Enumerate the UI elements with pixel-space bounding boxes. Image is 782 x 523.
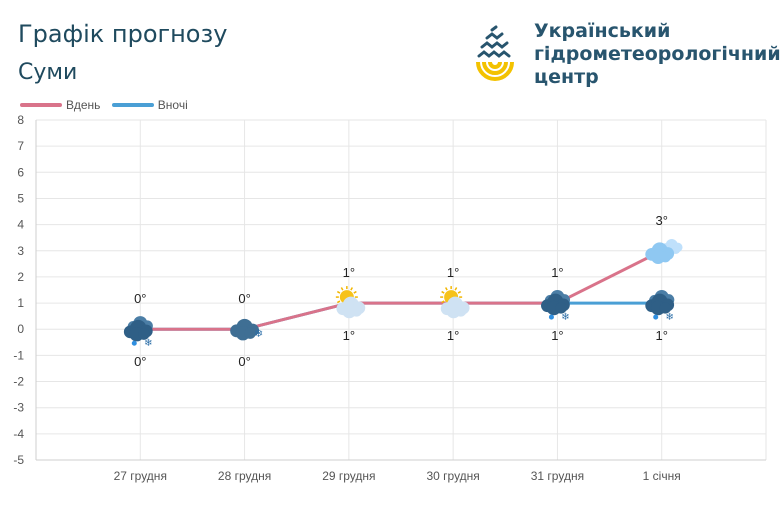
page-title: Графік прогнозу xyxy=(18,20,228,48)
org-line-2: гідрометеорологічний xyxy=(534,43,781,65)
cloudy-icon xyxy=(645,238,683,264)
y-tick-label: 0 xyxy=(17,322,24,336)
rain-drop xyxy=(131,340,137,346)
sun-ray xyxy=(350,287,354,291)
rain-drop xyxy=(653,314,659,320)
org-line-3: центр xyxy=(534,66,599,88)
sun-ray xyxy=(441,300,445,304)
sun-ray xyxy=(336,290,341,294)
cloud-puff xyxy=(350,305,363,317)
night-value-label: 0° xyxy=(238,354,250,369)
legend-item-night[interactable]: Вночі xyxy=(111,98,188,112)
night-value-label: 1° xyxy=(655,328,667,343)
snowflake-glyph: ❄ xyxy=(561,312,569,323)
sun-ray xyxy=(353,290,357,294)
x-tick-label: 29 грудня xyxy=(322,469,375,483)
x-tick-label: 1 січня xyxy=(643,469,681,483)
snowflake-glyph: ❄ xyxy=(666,312,674,323)
cloud-puff xyxy=(138,328,150,340)
y-tick-label: 6 xyxy=(17,165,24,179)
sun-cloud-icon xyxy=(440,286,470,319)
cloud-snow-rain-icon: ❄ xyxy=(645,289,675,323)
cloud-puff xyxy=(659,302,671,314)
legend-swatch-night xyxy=(111,103,154,107)
day-value-label: 0° xyxy=(134,291,146,306)
sun-cloud-icon xyxy=(335,286,366,319)
x-tick-label: 30 грудня xyxy=(426,469,479,483)
sun-ray xyxy=(454,287,458,291)
legend-swatch-day xyxy=(20,103,62,107)
y-tick-label: 3 xyxy=(17,244,24,258)
rain-drop xyxy=(548,314,554,320)
org-line-1: Український xyxy=(534,20,671,42)
series-line-night xyxy=(140,301,662,331)
x-tick-label: 28 грудня xyxy=(218,469,271,483)
hydromet-logo-icon xyxy=(476,25,514,81)
series-line-day xyxy=(140,249,663,331)
night-value-label: 1° xyxy=(551,328,563,343)
day-value-label: 3° xyxy=(655,213,667,228)
night-value-label: 1° xyxy=(447,328,459,343)
cloud-snow-icon: ❄ xyxy=(230,318,263,341)
y-tick-label: -2 xyxy=(13,375,24,389)
cloud-puff xyxy=(455,305,467,317)
sun-ray xyxy=(441,290,445,294)
x-tick-label: 31 грудня xyxy=(531,469,584,483)
legend-label-day: Вдень xyxy=(66,98,101,112)
cloud-puff xyxy=(244,327,256,339)
sun-ray xyxy=(340,287,344,291)
sun-ray xyxy=(457,290,462,294)
night-value-label: 0° xyxy=(134,354,146,369)
legend-label-night: Вночі xyxy=(157,98,188,112)
y-tick-label: -5 xyxy=(13,453,24,467)
day-value-label: 1° xyxy=(551,265,563,280)
y-tick-label: 5 xyxy=(17,191,24,205)
city-name: Суми xyxy=(18,60,78,85)
snowflake-glyph: ❄ xyxy=(254,328,263,340)
organization-name: Український гідрометеорологічний центр xyxy=(534,20,781,89)
cloud-puff xyxy=(659,251,671,263)
chart-legend: Вдень Вночі xyxy=(20,96,196,112)
day-value-label: 0° xyxy=(238,291,250,306)
y-tick-label: 8 xyxy=(17,113,24,127)
y-tick-label: 2 xyxy=(17,270,24,284)
day-value-label: 1° xyxy=(343,265,355,280)
snowflake-glyph: ❄ xyxy=(144,338,152,349)
y-tick-label: -1 xyxy=(13,348,24,362)
y-tick-label: -3 xyxy=(13,401,24,415)
y-tick-label: 1 xyxy=(17,296,24,310)
legend-item-day[interactable]: Вдень xyxy=(20,98,100,112)
cloud-snow-rain-icon: ❄ xyxy=(123,316,153,349)
night-value-label: 1° xyxy=(343,328,355,343)
sun-ray xyxy=(336,300,341,304)
y-tick-label: 7 xyxy=(17,139,24,153)
x-tick-label: 27 грудня xyxy=(114,469,167,483)
cloud-puff xyxy=(555,302,567,314)
day-value-label: 1° xyxy=(447,265,459,280)
cloud-snow-rain-icon: ❄ xyxy=(541,289,571,323)
sun-ray xyxy=(444,287,448,291)
y-tick-label: -4 xyxy=(13,427,24,441)
y-tick-label: 4 xyxy=(17,218,24,232)
